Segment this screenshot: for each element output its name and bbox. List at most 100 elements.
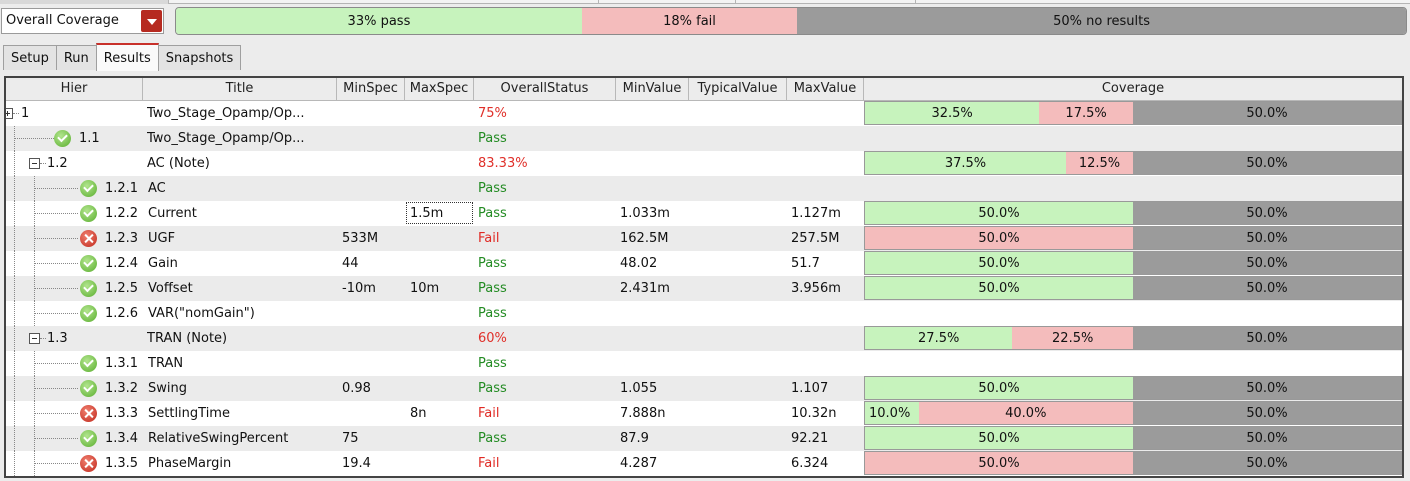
table-row[interactable]: 1.2.2 Current 1.5m Pass 1.033m 1.127m 50.0% 50.… [6,201,1402,226]
tab-snapshots[interactable]: Snapshots [157,45,242,70]
coverage-segment-pass: 32.5% [865,102,1040,124]
coverage-segment-pass: 50.0% [865,252,1133,274]
coverage-segment-fail: 50.0% [865,452,1133,474]
row-status: Pass [478,181,507,196]
tree-line [13,113,19,114]
row-title: TRAN [148,356,184,371]
tree-line [14,301,15,326]
chevron-down-icon[interactable] [141,10,162,32]
table-row[interactable]: 1.3.4 RelativeSwingPercent 75 Pass 87.9 92.21… [6,426,1402,451]
row-minvalue: 2.431m [620,281,670,296]
coverage-bar: 50.0% 50.0% [864,451,1402,475]
row-minspec: 0.98 [342,381,371,396]
row-minspec: 533M [342,231,379,246]
table-row[interactable]: 1.1 Two_Stage_Opamp/Op... Pass [6,126,1402,151]
top-tab-edge[interactable] [598,0,737,4]
row-maxvalue: 51.7 [791,256,820,271]
column-header-typicalvalue[interactable]: TypicalValue [689,78,787,100]
coverage-bar: 10.0% 40.0% 50.0% [864,401,1402,425]
row-title: Swing [148,381,187,396]
table-row[interactable]: 1.2 AC (Note) 83.33% 37.5% 12.5% 50.0% [6,151,1402,176]
column-header-title[interactable]: Title [143,78,337,100]
results-table: Hier Title MinSpec MaxSpec OverallStatus… [4,76,1404,478]
tab-results[interactable]: Results [95,43,159,71]
row-maxvalue: 10.32n [791,406,837,421]
coverage-segment-pass: 50.0% [865,202,1133,224]
coverage-segment-pass: 50.0% [865,377,1133,399]
check-icon [80,305,97,322]
column-header-hier[interactable]: Hier [6,78,143,100]
column-header-overallstatus[interactable]: OverallStatus [474,78,616,100]
row-status: Pass [478,256,507,271]
coverage-bar: 50.0% 50.0% [864,226,1402,250]
row-maxvalue: 1.127m [791,206,841,221]
tree-line [14,426,15,451]
row-status: Pass [478,131,507,146]
table-row[interactable]: 1.3.5 PhaseMargin 19.4 Fail 4.287 6.324 50.0% 5… [6,451,1402,476]
top-tab-edge[interactable] [915,0,1410,4]
row-status: Pass [478,381,507,396]
collapse-icon[interactable] [29,333,40,344]
row-title: SettlingTime [148,406,230,421]
row-minvalue: 1.033m [620,206,670,221]
summary-no-results-segment: 50% no results [797,8,1406,34]
column-header-maxspec[interactable]: MaxSpec [405,78,474,100]
coverage-segment-nores: 50.0% [1133,227,1401,249]
table-row[interactable]: 1.3.3 SettlingTime 8n Fail 7.888n 10.32n 10.0%… [6,401,1402,426]
tree-line [14,226,15,251]
table-row[interactable]: 1.2.3 UGF 533M Fail 162.5M 257.5M 50.0% 50.0% [6,226,1402,251]
table-row[interactable]: 1.3 TRAN (Note) 60% 27.5% 22.5% 50.0% [6,326,1402,351]
row-title: PhaseMargin [148,456,232,471]
tree-line [14,151,15,176]
top-tab-edge[interactable] [168,0,600,4]
tree-line [34,263,78,264]
row-hier: 1.2 [47,156,68,171]
tree-line [14,201,15,226]
column-header-minvalue[interactable]: MinValue [616,78,689,100]
row-status: 83.33% [478,156,528,171]
table-row[interactable]: 1.2.5 Voffset -10m 10m Pass 2.431m 3.956m 50.0%… [6,276,1402,301]
row-hier: 1.3.1 [105,356,139,371]
maxspec-edit-cell[interactable] [406,202,473,224]
table-row[interactable]: 1.3.2 Swing 0.98 Pass 1.055 1.107 50.0% 50.0% [6,376,1402,401]
table-row[interactable]: 1 Two_Stage_Opamp/Op... 75% 32.5% 17.5% 50.0% [6,101,1402,126]
table-row[interactable]: 1.2.4 Gain 44 Pass 48.02 51.7 50.0% 50.0% [6,251,1402,276]
tree-line [14,351,15,376]
summary-pass-segment: 33% pass [176,8,582,34]
table-row[interactable]: 1.2.6 VAR("nomGain") Pass [6,301,1402,326]
coverage-segment-pass: 50.0% [865,427,1133,449]
tree-line [14,251,15,276]
row-maxvalue: 257.5M [791,231,840,246]
row-hier: 1.2.5 [105,281,139,296]
tab-run[interactable]: Run [55,45,97,70]
tree-line [34,188,78,189]
column-header-maxvalue[interactable]: MaxValue [787,78,864,100]
table-row[interactable]: 1.3.1 TRAN Pass [6,351,1402,376]
collapse-icon[interactable] [29,158,40,169]
row-maxvalue: 92.21 [791,431,829,446]
coverage-segment-pass: 27.5% [865,327,1013,349]
row-minvalue: 162.5M [620,231,669,246]
coverage-dropdown[interactable]: Overall Coverage [1,8,164,34]
row-title: TRAN (Note) [147,331,228,346]
column-header-coverage[interactable]: Coverage [1101,81,1165,96]
row-minspec: 19.4 [342,456,371,471]
row-hier: 1.3.2 [105,381,139,396]
tab-setup[interactable]: Setup [3,45,57,70]
row-status: 60% [478,331,507,346]
column-header-minspec[interactable]: MinSpec [337,78,405,100]
row-hier: 1.3 [47,331,68,346]
expand-icon[interactable] [6,108,13,119]
coverage-segment-nores: 50.0% [1133,202,1401,224]
coverage-segment-nores: 50.0% [1132,327,1401,349]
tree-line [40,163,46,164]
row-maxspec: 1.5m [410,206,444,221]
top-tab-edge[interactable] [735,0,917,4]
coverage-bar: 37.5% 12.5% 50.0% [864,151,1402,175]
check-icon [80,205,97,222]
row-hier: 1.3.3 [105,406,139,421]
row-hier: 1.2.6 [105,306,139,321]
table-header: Hier Title MinSpec MaxSpec OverallStatus… [6,78,1402,101]
x-icon [80,455,97,472]
table-row[interactable]: 1.2.1 AC Pass [6,176,1402,201]
